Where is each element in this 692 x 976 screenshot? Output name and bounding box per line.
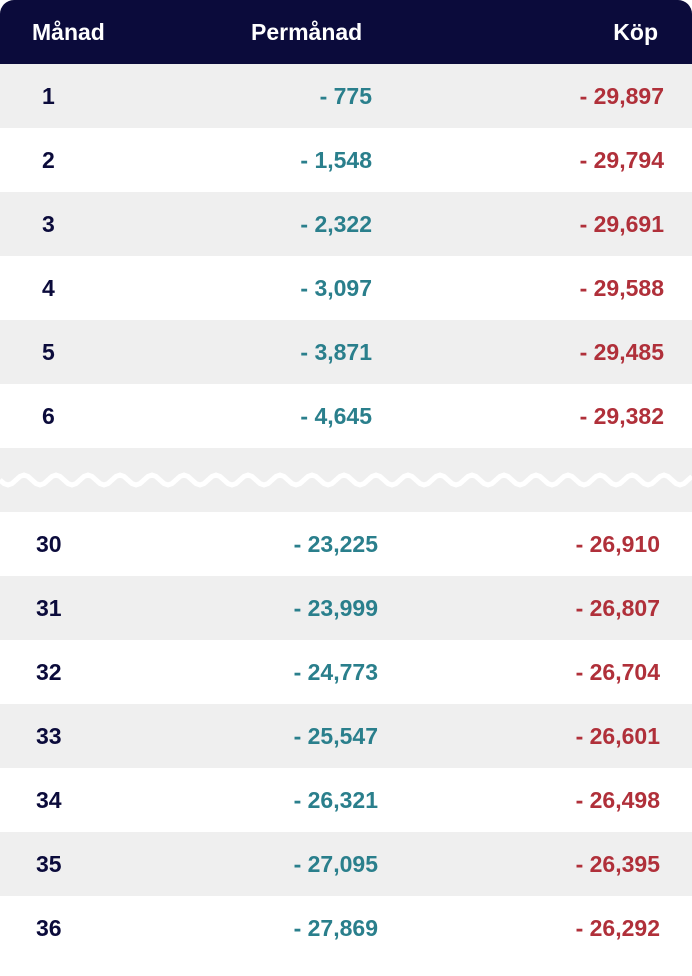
month-cell: 6	[42, 403, 55, 429]
month-cell: 35	[36, 851, 62, 877]
month-cell: 33	[36, 723, 62, 749]
kop-cell: - 29,691	[579, 211, 664, 237]
header-kop: Köp	[613, 19, 658, 45]
kop-cell: - 26,704	[575, 659, 660, 685]
permanad-cell: - 775	[319, 83, 372, 109]
permanad-cell: - 24,773	[293, 659, 378, 685]
permanad-cell: - 23,225	[293, 531, 378, 557]
permanad-cell: - 26,321	[293, 787, 378, 813]
month-cell: 31	[36, 595, 62, 621]
permanad-cell: - 4,645	[300, 403, 372, 429]
month-cell: 32	[36, 659, 62, 685]
wavy-break-icon	[0, 472, 692, 488]
kop-cell: - 29,897	[579, 83, 664, 109]
kop-cell: - 26,395	[575, 851, 660, 877]
table-row: 1 - 775 - 29,897	[0, 64, 692, 128]
permanad-cell: - 23,999	[293, 595, 378, 621]
kop-cell: - 26,498	[575, 787, 660, 813]
month-cell: 5	[42, 339, 55, 365]
kop-cell: - 29,794	[579, 147, 664, 173]
permanad-cell: - 3,097	[300, 275, 372, 301]
month-cell: 34	[36, 787, 62, 813]
rows-months-1-6: 1 - 775 - 29,897 2 - 1,548 - 29,794 3 - …	[0, 64, 692, 448]
month-cell: 30	[36, 531, 62, 557]
month-cell: 4	[42, 275, 55, 301]
kop-cell: - 26,601	[575, 723, 660, 749]
month-cell: 36	[36, 915, 62, 941]
table-row: 31 - 23,999 - 26,807	[0, 576, 692, 640]
table-row: 30 - 23,225 - 26,910	[0, 512, 692, 576]
table-row: 33 - 25,547 - 26,601	[0, 704, 692, 768]
header-permanad: Permånad	[251, 19, 363, 45]
kop-cell: - 26,292	[575, 915, 660, 941]
table-row: 5 - 3,871 - 29,485	[0, 320, 692, 384]
table-row: 3 - 2,322 - 29,691	[0, 192, 692, 256]
month-cell: 1	[42, 83, 55, 109]
permanad-cell: - 2,322	[300, 211, 372, 237]
permanad-cell: - 27,095	[293, 851, 378, 877]
table-row: 6 - 4,645 - 29,382	[0, 384, 692, 448]
kop-cell: - 26,807	[575, 595, 660, 621]
permanad-cell: - 1,548	[300, 147, 372, 173]
kop-cell: - 26,910	[575, 531, 660, 557]
table-header: Månad Permånad Köp	[0, 0, 692, 64]
month-cell: 3	[42, 211, 55, 237]
kop-cell: - 29,382	[579, 403, 664, 429]
kop-cell: - 29,588	[579, 275, 664, 301]
table-row: 34 - 26,321 - 26,498	[0, 768, 692, 832]
permanad-cell: - 27,869	[293, 915, 378, 941]
table-row: 2 - 1,548 - 29,794	[0, 128, 692, 192]
row-gap-break	[0, 448, 692, 512]
rows-months-30-36: 30 - 23,225 - 26,910 31 - 23,999 - 26,80…	[0, 512, 692, 960]
table-row: 36 - 27,869 - 26,292	[0, 896, 692, 960]
month-cell: 2	[42, 147, 55, 173]
permanad-cell: - 3,871	[300, 339, 372, 365]
header-month: Månad	[32, 19, 105, 45]
table-row: 35 - 27,095 - 26,395	[0, 832, 692, 896]
kop-cell: - 29,485	[579, 339, 664, 365]
table-row: 4 - 3,097 - 29,588	[0, 256, 692, 320]
table-row: 32 - 24,773 - 26,704	[0, 640, 692, 704]
permanad-cell: - 25,547	[293, 723, 378, 749]
